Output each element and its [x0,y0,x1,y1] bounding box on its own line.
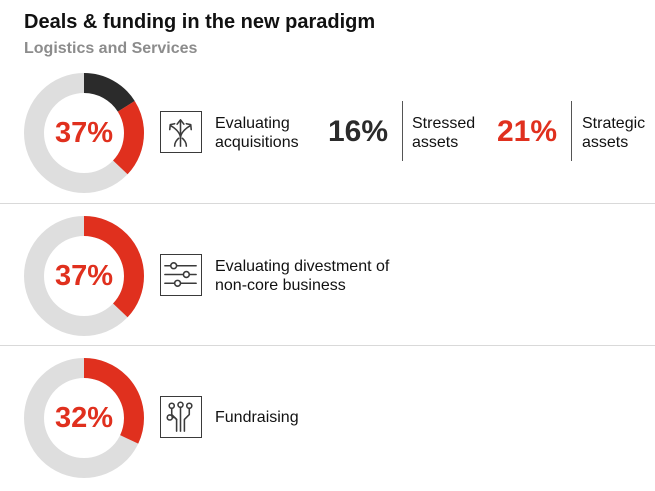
stat-divider [571,101,572,161]
donut-percent-label: 37% [54,117,114,149]
row-label-acquisitions: Evaluating acquisitions [215,114,299,152]
row-divestment: 37% Evaluating divestment of non-core bu… [0,204,655,346]
stat-label-line: assets [412,134,459,151]
stat-value-strategic: 21% [497,115,558,148]
stat-label-strategic: Strategic assets [582,114,645,152]
stat-label-stressed: Stressed assets [412,114,475,152]
stat-divider [402,101,403,161]
circuit-icon [160,396,202,438]
donut-chart-acquisitions: 37% [22,71,146,195]
row-label-line: Fundraising [215,409,299,426]
row-divider [0,345,655,346]
donut-chart-divestment: 37% [22,214,146,338]
row-label-line: acquisitions [215,134,299,151]
row-label-line: non-core business [215,277,346,294]
donut-svg-acquisitions [24,73,144,193]
donut-percent-label: 37% [54,260,114,292]
chart-subtitle: Logistics and Services [24,40,198,57]
row-label-fundraising: Fundraising [215,408,299,427]
donut-segment [24,358,144,478]
row-fundraising: 32% Fundraising [0,346,655,488]
row-label-line: Evaluating [215,115,290,132]
row-label-line: Evaluating divestment of [215,258,390,275]
row-acquisitions: 37% Evaluating acquisitions 16% Stressed… [0,61,655,203]
stat-label-line: Stressed [412,115,476,132]
stat-label-line: Strategic [582,115,646,132]
stat-label-line: assets [582,134,629,151]
row-label-divestment: Evaluating divestment of non-core busine… [215,257,389,295]
row-divider [0,203,655,204]
donut-chart-fundraising: 32% [22,356,146,480]
donut-segment [24,216,144,336]
donut-segment [24,73,144,193]
donut-svg-divestment [24,216,144,336]
donut-percent-label: 32% [54,402,114,434]
stat-value-stressed: 16% [328,115,389,148]
donut-svg-fundraising [24,358,144,478]
chart-title: Deals & funding in the new paradigm [24,11,376,33]
donut-segment [24,73,144,193]
arrows-diverge-icon [160,111,202,153]
sliders-icon [160,254,202,296]
